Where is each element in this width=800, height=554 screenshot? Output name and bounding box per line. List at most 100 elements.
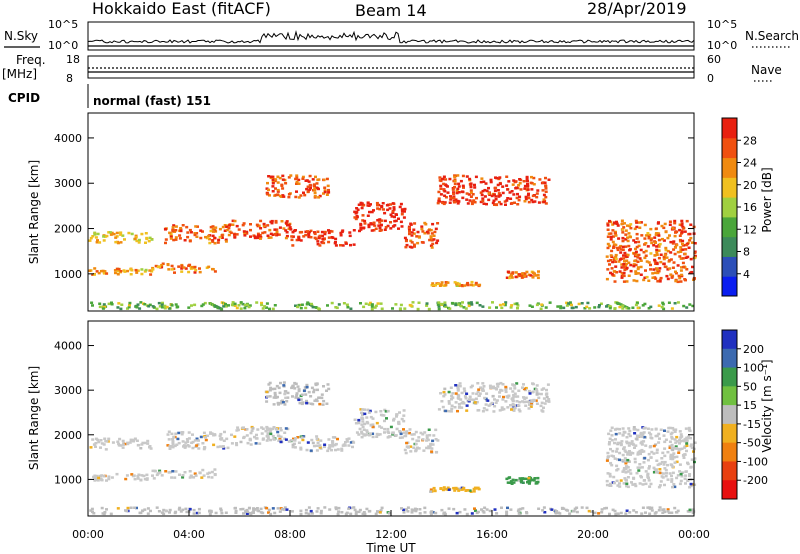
echo-cell — [94, 437, 98, 441]
echo-cell — [658, 468, 662, 471]
echo-cell — [395, 427, 399, 431]
echo-cell — [473, 183, 476, 187]
echo-cell — [363, 434, 367, 437]
echo-cell — [600, 508, 604, 511]
echo-cell — [499, 388, 503, 392]
echo-cell — [544, 202, 548, 205]
echo-cell — [646, 427, 650, 430]
echo-cell — [673, 252, 677, 256]
echo-cell — [621, 239, 625, 243]
echo-cell — [266, 181, 269, 185]
echo-cell — [681, 248, 685, 251]
echo-cell — [192, 476, 196, 479]
echo-cell — [281, 174, 285, 178]
echo-cell — [522, 387, 526, 391]
echo-cell — [402, 419, 406, 423]
echo-cell — [172, 267, 176, 271]
echo-cell — [222, 439, 226, 442]
echo-cell — [670, 463, 674, 467]
echo-cell — [611, 449, 615, 453]
echo-cell — [185, 438, 189, 441]
echo-cell — [682, 456, 686, 459]
echo-cell — [199, 229, 203, 232]
echo-cell — [260, 301, 263, 305]
echo-cell — [141, 441, 145, 445]
echo-cell — [518, 477, 522, 480]
echo-cell — [315, 382, 319, 386]
echo-cell — [623, 251, 627, 255]
echo-cell — [219, 432, 223, 436]
echo-cell — [453, 179, 457, 183]
echo-cell — [259, 219, 263, 223]
echo-cell — [544, 190, 548, 193]
echo-cell — [323, 237, 326, 241]
echo-cell — [489, 386, 493, 389]
echo-cell — [380, 426, 384, 429]
echo-cell — [476, 390, 480, 394]
echo-cell — [204, 436, 207, 439]
echo-cell — [631, 442, 635, 446]
echo-cell — [610, 272, 614, 276]
echo-cell — [524, 396, 528, 400]
echo-cell — [170, 268, 174, 271]
echo-cell — [505, 477, 509, 481]
echo-cell — [300, 401, 304, 405]
echo-cell — [499, 381, 503, 385]
echo-cell — [331, 436, 335, 439]
echo-cell — [137, 238, 141, 242]
echo-cell — [609, 482, 612, 486]
echo-cell — [410, 234, 414, 237]
echo-cell — [632, 252, 636, 255]
echo-cell — [403, 207, 407, 211]
echo-cell — [501, 398, 505, 401]
echo-cell — [420, 227, 424, 231]
echo-cell — [545, 399, 548, 403]
echo-cell — [632, 428, 636, 431]
echo-cell — [478, 304, 482, 307]
echo-cell — [382, 208, 385, 211]
echo-cell — [220, 234, 224, 237]
echo-cell — [372, 209, 375, 212]
echo-cell — [622, 467, 626, 470]
echo-cell — [296, 396, 300, 400]
echo-cell — [299, 509, 303, 513]
echo-cell — [638, 466, 642, 469]
echo-cell — [619, 479, 623, 482]
echo-cell — [280, 183, 284, 187]
echo-cell — [128, 301, 132, 305]
echo-cell — [341, 244, 345, 247]
echo-cell — [606, 224, 610, 227]
echo-cell — [690, 446, 694, 449]
echo-cell — [157, 301, 161, 305]
echo-cell — [352, 441, 356, 444]
echo-cell — [533, 477, 537, 480]
echo-cell — [311, 178, 315, 181]
echo-cell — [334, 506, 338, 509]
echo-cell — [313, 189, 317, 192]
echo-cell — [404, 451, 408, 455]
echo-cell — [609, 305, 613, 308]
echo-cell — [647, 236, 651, 240]
echo-cell — [230, 442, 234, 445]
echo-cell — [368, 409, 372, 413]
echo-cell — [523, 274, 527, 278]
echo-cell — [305, 383, 309, 387]
echo-cell — [410, 246, 414, 249]
echo-cell — [519, 507, 523, 511]
echo-cell — [439, 187, 443, 190]
echo-cell — [414, 442, 418, 446]
echo-cell — [500, 306, 504, 310]
echo-cell — [444, 305, 448, 308]
echo-cell — [693, 483, 697, 486]
echo-cell — [299, 194, 303, 197]
echo-cell — [151, 268, 155, 271]
echo-cell — [211, 267, 214, 271]
echo-cell — [487, 404, 491, 407]
echo-cell — [108, 231, 112, 234]
echo-cell — [275, 228, 279, 231]
echo-cell — [537, 270, 540, 273]
echo-cell — [608, 440, 611, 444]
echo-cell — [539, 392, 543, 396]
echo-cell — [523, 477, 527, 480]
